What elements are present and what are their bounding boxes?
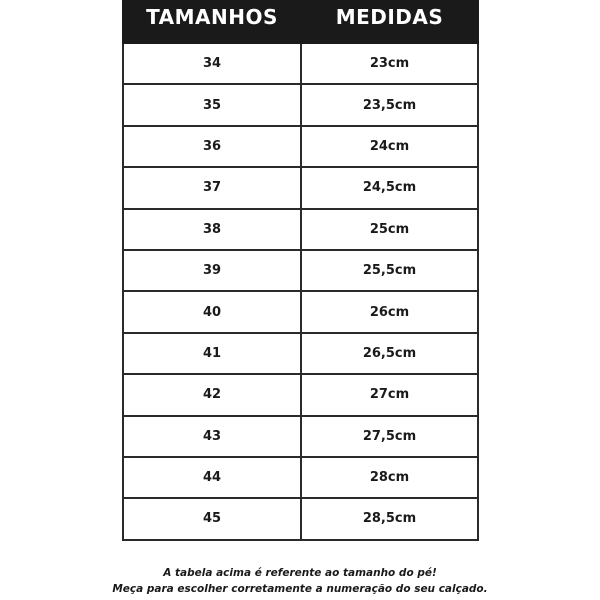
header-row: TAMANHOS MEDIDAS [122, 0, 479, 44]
footer-note-1: A tabela acima é referente ao tamanho do… [163, 567, 437, 579]
table-row: 38 25cm [122, 207, 479, 251]
size-cell: 44 [122, 455, 302, 500]
size-cell: 37 [122, 166, 302, 210]
header-sizes: TAMANHOS [122, 0, 302, 44]
table-row: 43 27,5cm [122, 414, 479, 458]
footer-note-2: Meça para escolher corretamente a numera… [112, 583, 488, 595]
table-row: 44 28cm [122, 455, 479, 500]
table-row: 35 23,5cm [122, 83, 479, 127]
measure-cell: 24,5cm [300, 166, 479, 210]
table-row: 39 25,5cm [122, 248, 479, 293]
size-cell: 43 [122, 414, 302, 458]
measure-cell: 23,5cm [300, 83, 479, 127]
size-chart-table: TAMANHOS MEDIDAS 34 23cm 35 23,5cm 36 24cm 37 2… [122, 0, 479, 541]
measure-cell: 25,5cm [300, 248, 479, 293]
measure-cell: 25cm [300, 207, 479, 251]
measure-cell: 24cm [300, 124, 479, 169]
measure-cell: 28,5cm [300, 497, 479, 541]
size-cell: 36 [122, 124, 302, 169]
size-cell: 41 [122, 331, 302, 376]
measure-cell: 27,5cm [300, 414, 479, 458]
measure-cell: 28cm [300, 455, 479, 500]
size-cell: 38 [122, 207, 302, 251]
measure-cell: 26,5cm [300, 331, 479, 376]
size-cell: 40 [122, 290, 302, 334]
size-cell: 42 [122, 373, 302, 417]
table-row: 36 24cm [122, 124, 479, 169]
header-measures: MEDIDAS [300, 0, 479, 44]
table-row: 34 23cm [122, 41, 479, 86]
size-cell: 34 [122, 41, 302, 86]
size-cell: 35 [122, 83, 302, 127]
table-row: 41 26,5cm [122, 331, 479, 376]
measure-cell: 27cm [300, 373, 479, 417]
size-cell: 45 [122, 497, 302, 541]
table-row: 45 28,5cm [122, 497, 479, 541]
table-row: 42 27cm [122, 373, 479, 417]
measure-cell: 26cm [300, 290, 479, 334]
measure-cell: 23cm [300, 41, 479, 86]
table-row: 37 24,5cm [122, 166, 479, 210]
size-cell: 39 [122, 248, 302, 293]
table-row: 40 26cm [122, 290, 479, 334]
